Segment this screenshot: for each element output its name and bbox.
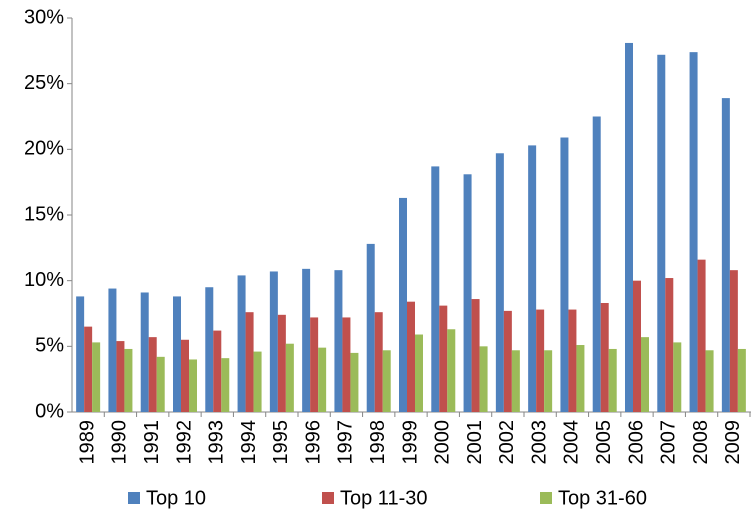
bar [503, 310, 512, 412]
bar [285, 343, 294, 412]
bar [673, 342, 682, 412]
bar [374, 312, 383, 412]
bar [447, 329, 456, 412]
bar [479, 346, 488, 412]
x-tick-label: 2005 [593, 420, 615, 465]
bar [592, 116, 601, 412]
x-tick-label: 2004 [561, 420, 583, 465]
y-tick-label: 5% [35, 335, 64, 357]
bar [84, 326, 93, 412]
y-tick-label: 15% [24, 203, 64, 225]
bar [431, 166, 440, 412]
legend-marker [540, 492, 552, 504]
bar [205, 287, 214, 412]
bar [407, 301, 415, 412]
bar [576, 345, 585, 412]
x-tick-label: 1995 [270, 420, 292, 465]
bar [277, 314, 286, 412]
bar [237, 275, 246, 412]
bar [511, 350, 520, 412]
bar [641, 337, 649, 412]
x-tick-label: 1998 [367, 420, 389, 465]
legend-marker [128, 492, 140, 504]
bar [140, 292, 149, 412]
bar [689, 52, 698, 412]
bar [560, 137, 569, 412]
bar [439, 305, 448, 412]
bar [536, 309, 545, 412]
legend-label: Top 31-60 [558, 487, 647, 509]
x-tick-label: 1989 [76, 420, 98, 465]
x-tick-label: 2006 [625, 420, 647, 465]
bar [366, 243, 375, 412]
legend-marker [322, 492, 334, 504]
y-tick-label: 25% [24, 72, 64, 94]
bar [665, 278, 674, 412]
bar [463, 174, 472, 412]
bar [495, 153, 504, 413]
bar [156, 356, 165, 412]
bar [350, 352, 359, 412]
bar [334, 270, 343, 412]
bar [471, 299, 480, 412]
bar [633, 280, 641, 412]
x-tick-label: 2003 [528, 420, 550, 465]
bar [382, 350, 391, 412]
y-tick-label: 20% [24, 138, 64, 160]
bar [269, 271, 278, 412]
bar [608, 348, 617, 412]
bar [697, 259, 706, 412]
bar [310, 317, 319, 412]
y-tick-label: 10% [24, 269, 64, 291]
x-tick-label: 2002 [496, 420, 518, 465]
legend-label: Top 10 [146, 487, 206, 509]
x-tick-label: 2001 [464, 420, 486, 465]
bar [318, 347, 327, 412]
bar [189, 359, 197, 412]
bar [108, 288, 117, 412]
x-tick-label: 2008 [690, 420, 712, 465]
bar [181, 339, 189, 412]
bar [342, 317, 351, 412]
bar [148, 337, 157, 412]
y-tick-label: 0% [35, 400, 64, 422]
x-tick-label: 1992 [173, 420, 195, 465]
bar [528, 145, 537, 413]
bar [245, 312, 254, 412]
x-tick-label: 1999 [399, 420, 421, 465]
bar [568, 309, 577, 412]
x-tick-label: 1994 [238, 420, 260, 465]
bar [729, 270, 738, 412]
x-tick-label: 1990 [109, 420, 131, 465]
bar [76, 296, 85, 412]
x-tick-label: 2000 [432, 420, 454, 465]
x-tick-label: 1997 [335, 420, 357, 465]
bar [721, 98, 730, 412]
bar [173, 296, 181, 412]
x-tick-label: 2007 [658, 420, 680, 465]
y-tick-label: 30% [24, 6, 64, 28]
bar [302, 268, 311, 412]
bar [657, 54, 666, 412]
bar [737, 348, 746, 412]
bar [253, 351, 262, 412]
x-tick-label: 1991 [141, 420, 163, 465]
bar [92, 342, 101, 412]
x-tick-label: 1993 [206, 420, 228, 465]
legend-label: Top 11-30 [340, 487, 427, 509]
x-tick-label: 2009 [722, 420, 744, 465]
bar [124, 348, 133, 412]
bar [600, 302, 609, 412]
bar [399, 197, 407, 412]
bar [544, 350, 553, 412]
bar [213, 330, 222, 412]
bar [221, 358, 230, 412]
bar [415, 334, 423, 412]
bar [705, 350, 714, 412]
bar [116, 341, 125, 412]
x-tick-label: 1996 [302, 420, 324, 465]
bar [625, 42, 633, 412]
